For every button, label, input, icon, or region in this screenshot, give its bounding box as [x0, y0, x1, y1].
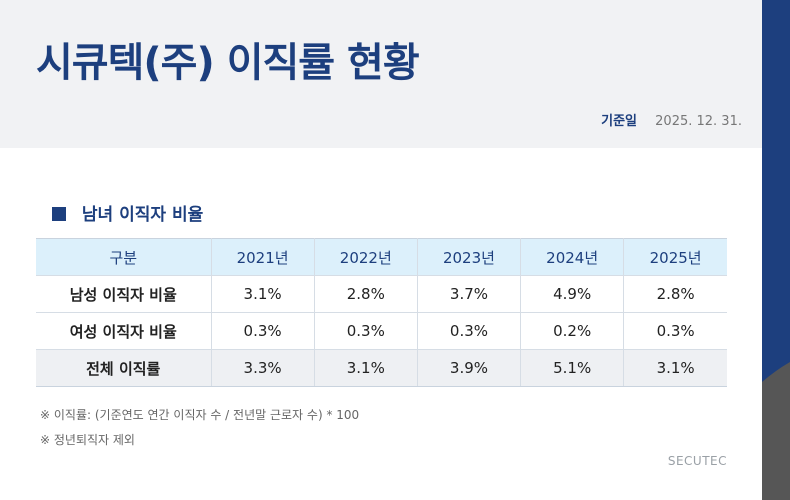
table-cell: 0.3%: [314, 312, 418, 350]
row-label: 전체 이직률: [36, 349, 212, 387]
column-header: 2025년: [623, 238, 727, 276]
turnover-table: 구분 2021년 2022년 2023년 2024년 2025년 남성 이직자 …: [36, 238, 727, 387]
table-cell: 3.7%: [417, 275, 522, 313]
reference-date-value: 2025. 12. 31.: [655, 114, 742, 129]
table-cell: 0.2%: [520, 312, 625, 350]
table-cell: 3.1%: [211, 275, 315, 313]
table-cell: 5.1%: [520, 349, 625, 387]
column-header: 구분: [36, 238, 212, 276]
table-row: 남성 이직자 비율 3.1% 2.8% 3.7% 4.9% 2.8%: [36, 275, 727, 313]
section-title-text: 남녀 이직자 비율: [81, 205, 204, 225]
header-band: [0, 0, 762, 148]
reference-date: 기준일 2025. 12. 31.: [601, 110, 742, 129]
table-cell: 0.3%: [211, 312, 315, 350]
column-header: 2022년: [314, 238, 418, 276]
column-header: 2023년: [417, 238, 522, 276]
table-cell: 0.3%: [417, 312, 522, 350]
section-title: 남녀 이직자 비율: [52, 200, 203, 225]
table-row: 여성 이직자 비율 0.3% 0.3% 0.3% 0.2% 0.3%: [36, 312, 727, 350]
brand-label: SECUTEC: [667, 454, 727, 468]
table-cell: 3.3%: [211, 349, 315, 387]
table-cell: 3.1%: [314, 349, 418, 387]
column-header: 2024년: [520, 238, 625, 276]
table-cell: 2.8%: [623, 275, 727, 313]
table-cell: 2.8%: [314, 275, 418, 313]
page-title: 시큐텍(주) 이직률 현황: [36, 40, 420, 86]
table-row-total: 전체 이직률 3.3% 3.1% 3.9% 5.1% 3.1%: [36, 349, 727, 387]
reference-date-label: 기준일: [601, 114, 638, 129]
table-cell: 0.3%: [623, 312, 727, 350]
table-cell: 3.1%: [623, 349, 727, 387]
row-label: 남성 이직자 비율: [36, 275, 212, 313]
table-cell: 3.9%: [417, 349, 522, 387]
row-label: 여성 이직자 비율: [36, 312, 212, 350]
footnote-exclusion: ※ 정년퇴직자 제외: [40, 433, 135, 447]
section-marker-icon: [52, 207, 66, 221]
table-header-row: 구분 2021년 2022년 2023년 2024년 2025년: [36, 238, 727, 276]
column-header: 2021년: [211, 238, 315, 276]
decorative-side-bar: [762, 0, 790, 500]
footnote-turnover-formula: ※ 이직률: (기준연도 연간 이직자 수 / 전년말 근로자 수) * 100: [40, 408, 360, 422]
table-cell: 4.9%: [520, 275, 625, 313]
